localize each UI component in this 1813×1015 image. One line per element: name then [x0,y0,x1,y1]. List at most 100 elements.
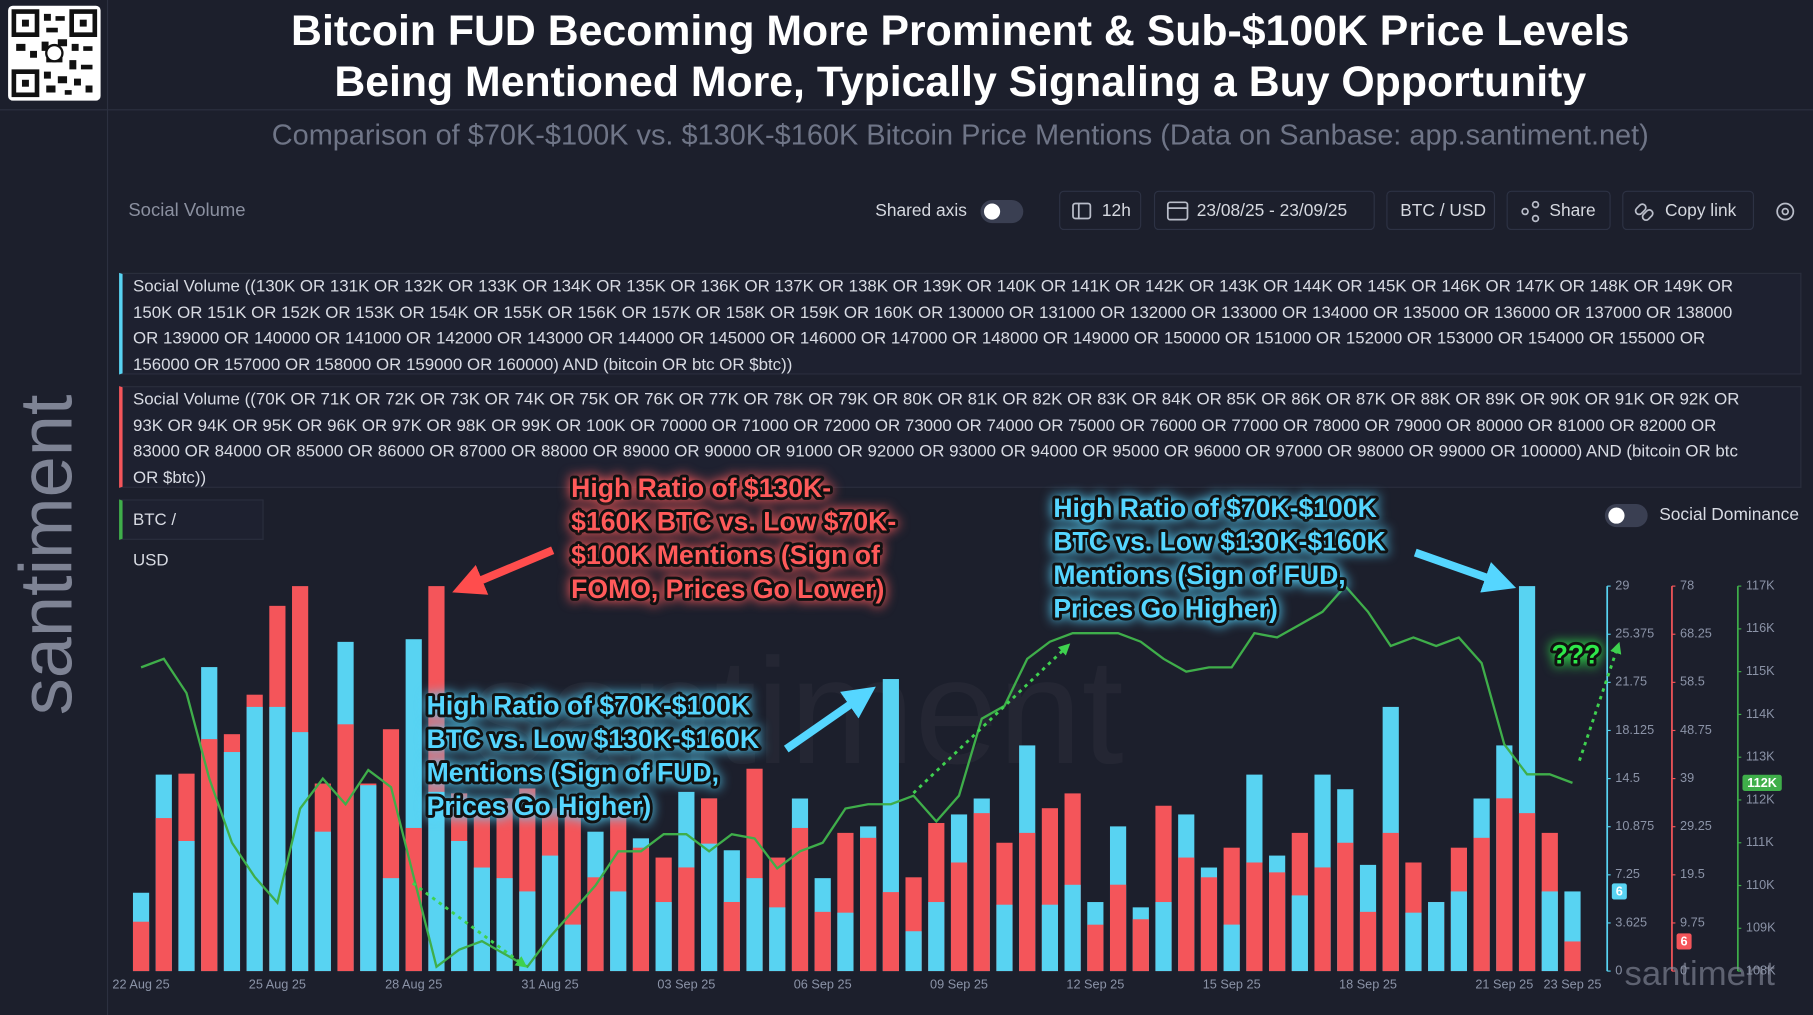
bar [360,785,377,972]
interval-button[interactable]: 12h [1059,190,1142,231]
copy-link: Copy link [1665,201,1737,221]
legend-entry[interactable]: Social Volume ((130K OR 131K OR 132K OR … [119,272,1802,375]
bar [1359,911,1377,972]
y-tick-label: 39 [1680,770,1694,785]
bar [860,837,877,972]
arrows [411,546,1622,968]
plot: 0 3.625 7.25 10.875 14.5 18.125 21.75 25.375 29 0… [112,577,1782,991]
y-tick-label: 117K [1746,577,1775,592]
bar [1109,884,1127,972]
annotation: BTC vs. Low $130K-$160K [427,724,759,754]
bar [496,878,513,972]
bar [1178,857,1195,972]
bar [587,877,604,972]
bar [428,791,445,972]
bar [132,921,150,972]
title-line: Bitcoin FUD Becoming More Prominent & Su… [291,6,1630,55]
bar [1269,872,1286,972]
bar [451,840,468,972]
bar [1132,919,1149,972]
bar [178,840,195,972]
y-tick-label: 78 [1680,577,1694,592]
x-tick-label: 12 Sep 25 [1066,976,1124,991]
arrow [912,643,1071,795]
value-badge-label: 6 [1616,883,1623,898]
x-tick-label: 15 Sep 25 [1203,976,1261,991]
bar [519,891,536,972]
legend-label: Social Volume ((130K OR 131K OR 132K OR … [132,277,1734,374]
bar [564,924,581,972]
x-tick-label: 31 Aug 25 [521,976,578,991]
x-tick-label: 21 Sep 25 [1475,976,1533,991]
interval: 12h [1101,201,1131,221]
bar [905,931,922,972]
bar [1428,902,1445,972]
bar [950,862,968,972]
bar [1200,877,1218,972]
bar [1291,895,1308,972]
y-tick-label: 9.75 [1680,914,1705,929]
bar [837,912,854,972]
bar [610,891,627,972]
bar [1314,867,1331,972]
shared-axis-toggle[interactable] [980,199,1024,224]
qr-code [8,5,101,101]
bar [314,831,331,972]
bar [473,867,490,972]
annotation: High Ratio of $130K- [571,473,831,503]
copy-link-button[interactable]: Copy link [1622,190,1755,231]
y-tick-label: 111K [1746,834,1774,849]
share-button[interactable]: Share [1506,190,1611,231]
y-tick-label: 29.25 [1680,818,1712,833]
bar [382,878,400,972]
x-tick-label: 03 Sep 25 [657,976,715,991]
annotation: BTC vs. Low $130K-$160K [1053,526,1385,556]
y-tick-label: 48.75 [1680,722,1712,737]
annotation: Prices Go Higher) [427,791,652,821]
date-button[interactable]: 23/08/25 - 23/09/25 [1153,190,1375,231]
subtitle: Comparison of $70K-$100K vs. $130K-$160K… [271,119,1649,152]
y-tick-label: 25.375 [1615,626,1654,641]
bar [541,855,559,972]
bar [1564,941,1581,972]
y-tick-label: 10.875 [1615,818,1654,833]
legend-entry[interactable]: Social Volume ((70K OR 71K OR 72K OR 73K… [119,386,1802,488]
pair-button[interactable]: BTC / USD [1386,190,1496,231]
y-tick-label: 115K [1746,663,1775,678]
y-tick-label: 18.125 [1615,722,1654,737]
bar [1064,884,1081,972]
bar [269,706,286,972]
bar [1246,862,1263,972]
annotation: FOMO, Prices Go Lower) [571,574,884,604]
value-badge-label: 112K [1747,775,1777,790]
bar [1496,798,1513,972]
bar [1223,924,1240,972]
bar [1405,912,1422,972]
bar [1518,813,1536,972]
bar [1541,891,1558,972]
share: Share [1549,201,1596,221]
bar [791,827,809,972]
annotation: Mentions (Sign of FUD, [427,758,719,788]
pair: BTC / USD [1400,201,1486,221]
shared-axis-label: Shared axis [875,201,967,221]
arrow [452,546,555,595]
annotation: High Ratio of $70K-$100K [427,691,750,721]
annotation: Prices Go Higher) [1053,593,1278,623]
x-tick-label: 18 Sep 25 [1339,976,1397,991]
arrow [1413,548,1517,593]
y-tick-label: 113K [1746,749,1775,764]
bar [1019,832,1036,972]
social-dominance-toggle[interactable] [1604,504,1648,528]
arrow [411,882,528,968]
y-tick-label: 7.25 [1615,866,1640,881]
arrow [783,686,876,753]
y-tick-label: 58.5 [1680,674,1705,689]
bar [700,843,718,972]
y-tick-label: 29 [1615,577,1629,592]
y-tick-label: 108K [1746,962,1776,977]
legend-entry[interactable]: BTC / USD [119,499,264,570]
